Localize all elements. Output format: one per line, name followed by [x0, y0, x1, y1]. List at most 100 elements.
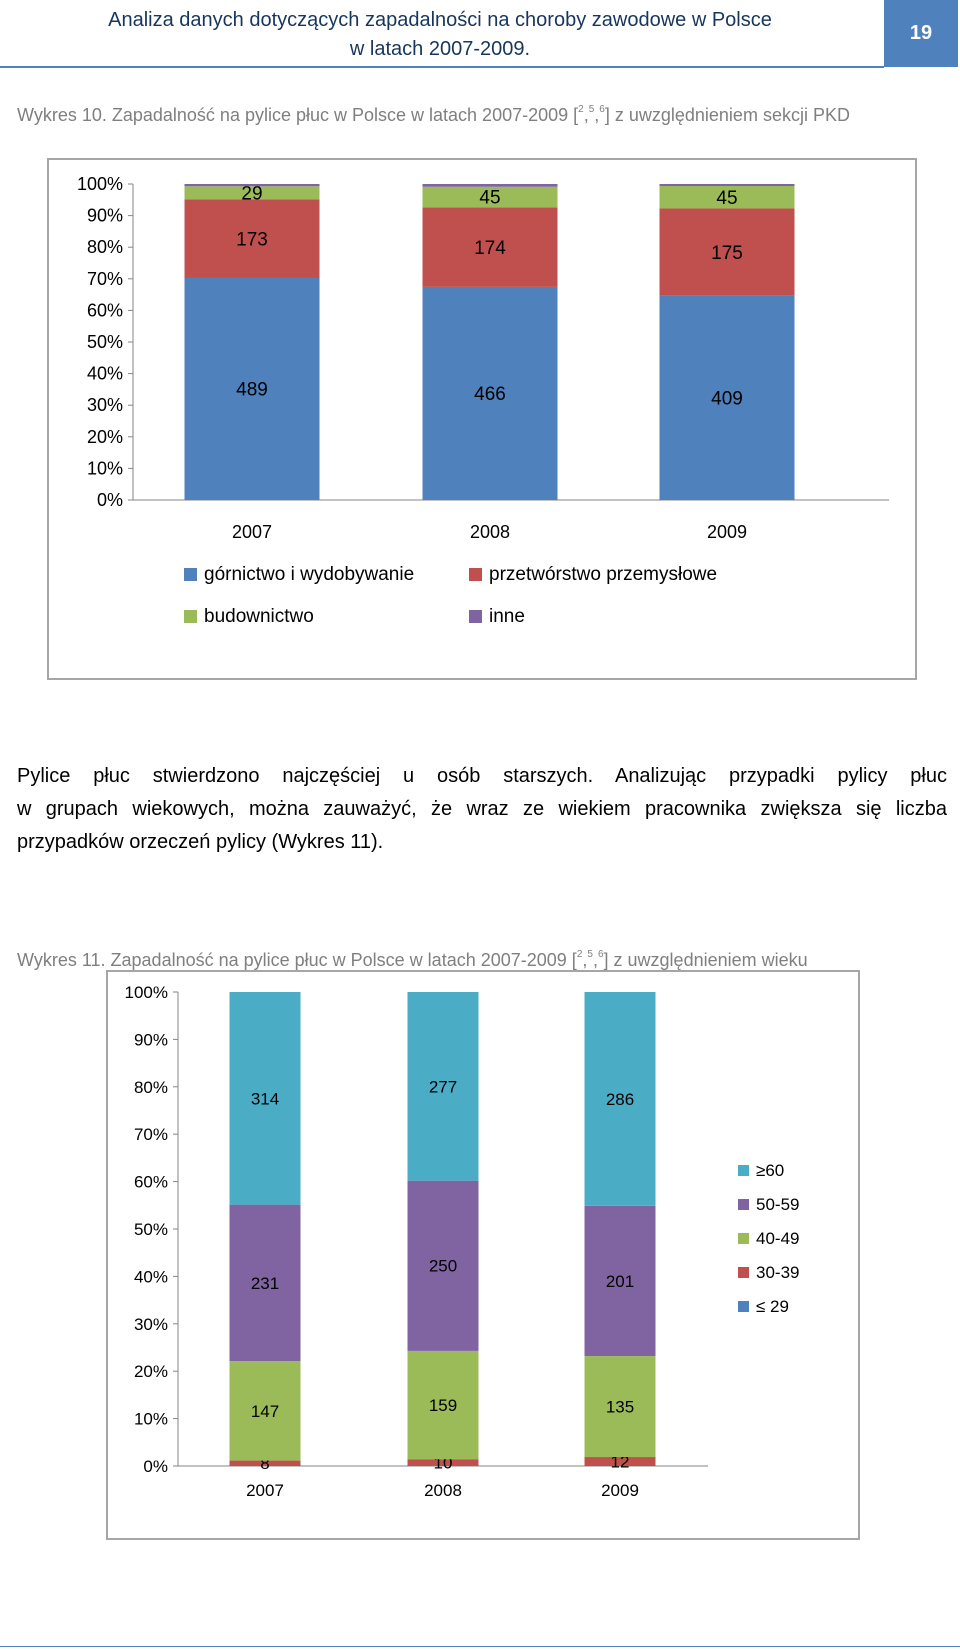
- legend-label: 50-59: [756, 1195, 799, 1214]
- data-label: 159: [429, 1396, 457, 1415]
- caption-ref: 6: [597, 949, 604, 960]
- body-paragraph: Pylice płuc stwierdzono najczęściej u os…: [17, 760, 947, 859]
- bar-segment: [184, 184, 320, 187]
- y-tick-label: 50%: [134, 1220, 168, 1239]
- y-tick-label: 80%: [134, 1078, 168, 1097]
- bar-segment: [659, 184, 795, 186]
- data-label: 45: [479, 188, 500, 209]
- y-tick-label: 20%: [87, 427, 123, 447]
- y-tick-label: 80%: [87, 237, 123, 257]
- y-tick-label: 50%: [87, 332, 123, 352]
- bar-segment: [407, 1180, 479, 1351]
- legend-swatch: [184, 568, 197, 581]
- data-label: 8: [260, 1454, 269, 1473]
- y-tick-label: 60%: [134, 1173, 168, 1192]
- legend-swatch: [184, 610, 197, 623]
- y-tick-label: 90%: [134, 1030, 168, 1049]
- data-label: 173: [236, 229, 268, 250]
- y-tick-label: 100%: [77, 174, 123, 194]
- data-label: 277: [429, 1077, 457, 1096]
- chart-age-svg: 0% 10% 20% 30% 40% 50% 60% 70% 80% 90% 100% 8 147 231…: [125, 983, 800, 1500]
- bar-segment: [584, 1205, 656, 1357]
- bar-segment: [229, 992, 301, 1205]
- bar-segment: [184, 199, 320, 278]
- data-label: 147: [251, 1402, 279, 1421]
- legend-swatch: [738, 1301, 749, 1312]
- legend-swatch: [469, 610, 482, 623]
- legend-swatch: [738, 1199, 749, 1210]
- y-tick-label: 100%: [125, 983, 168, 1002]
- data-label: 286: [606, 1090, 634, 1109]
- caption-suffix: ] z uwzględnieniem sekcji PKD: [604, 105, 850, 125]
- y-tick-label: 10%: [134, 1410, 168, 1429]
- y-tick-label: 40%: [134, 1267, 168, 1286]
- y-tick-label: 90%: [87, 206, 123, 226]
- y-tick-label: 40%: [87, 364, 123, 384]
- x-tick-label: 2008: [424, 1481, 462, 1500]
- y-tick-label: 70%: [87, 269, 123, 289]
- paragraph-line: przypadków orzeczeń pylicy (Wykres 11).: [17, 831, 384, 853]
- y-tick-label: 30%: [87, 395, 123, 415]
- y-tick-label: 10%: [87, 458, 123, 478]
- x-tick-label: 2008: [470, 522, 510, 542]
- caption-ref: 6: [599, 104, 605, 115]
- y-tick-label: 30%: [134, 1315, 168, 1334]
- caption-ref: 2: [578, 104, 584, 115]
- footer-divider: [0, 1646, 960, 1647]
- running-header: Analiza danych dotyczących zapadalności …: [0, 6, 880, 64]
- legend-swatch: [469, 568, 482, 581]
- chart-age-groups: 0% 10% 20% 30% 40% 50% 60% 70% 80% 90% 100% 8 147 231…: [106, 970, 860, 1540]
- bar-segment: [229, 1361, 301, 1461]
- bar-segment: [422, 286, 558, 500]
- bar-segment: [407, 1459, 479, 1466]
- data-label: 45: [716, 188, 737, 209]
- bar-segment: [584, 992, 656, 1206]
- bar-segment: [422, 207, 558, 287]
- bar-segment: [184, 186, 320, 200]
- bar-segment: [659, 208, 795, 296]
- legend-swatch: [738, 1267, 749, 1278]
- y-tick-label: 70%: [134, 1125, 168, 1144]
- bar-segment: [659, 295, 795, 500]
- data-label: 12: [611, 1452, 630, 1471]
- legend-label: przetwórstwo przemysłowe: [489, 564, 717, 585]
- legend-label: ≤ 29: [756, 1297, 789, 1316]
- paragraph-line: Pylice płuc stwierdzono najczęściej u os…: [17, 765, 947, 787]
- page-number-badge: 19: [884, 0, 958, 67]
- legend-label: ≥60: [756, 1161, 784, 1180]
- chart-pkd-svg: 0% 10% 20% 30% 40% 50% 60% 70% 80% 90% 100% 489 173 2…: [77, 174, 889, 627]
- legend-swatch: [738, 1165, 749, 1176]
- caption-text: Wykres 10. Zapadalność na pylice płuc w …: [17, 105, 579, 125]
- legend-label: górnictwo i wydobywanie: [204, 564, 414, 585]
- header-title-line1: Analiza danych dotyczących zapadalności …: [108, 9, 772, 31]
- paragraph-line: w grupach wiekowych, można zauważyć, że …: [17, 798, 947, 820]
- bar-segment: [584, 1356, 656, 1458]
- data-label: 174: [474, 238, 506, 259]
- header-title-line2: w latach 2007-2009.: [349, 38, 531, 60]
- bar-segment: [584, 1457, 656, 1466]
- data-label: 250: [429, 1257, 457, 1276]
- data-label: 29: [241, 184, 262, 205]
- data-label: 231: [251, 1274, 279, 1293]
- y-tick-label: 60%: [87, 300, 123, 320]
- legend-label: 30-39: [756, 1263, 799, 1282]
- bar-segment: [422, 186, 558, 208]
- data-label: 489: [236, 380, 268, 401]
- data-label: 466: [474, 384, 506, 405]
- data-label: 201: [606, 1272, 634, 1291]
- legend-swatch: [738, 1233, 749, 1244]
- data-label: 175: [711, 243, 743, 264]
- bar-segment: [407, 1350, 479, 1460]
- bar-segment: [229, 1204, 301, 1362]
- caption-ref: 2: [576, 949, 583, 960]
- legend-label: budownictwo: [204, 606, 314, 627]
- bar-segment: [422, 184, 558, 187]
- x-tick-label: 2009: [707, 522, 747, 542]
- x-tick-label: 2009: [601, 1481, 639, 1500]
- caption-ref: 5: [587, 949, 593, 960]
- data-label: 409: [711, 389, 743, 410]
- legend-label: 40-49: [756, 1229, 799, 1248]
- chart-pkd-sections: 0% 10% 20% 30% 40% 50% 60% 70% 80% 90% 100% 489 173 2…: [47, 158, 917, 680]
- x-tick-label: 2007: [232, 522, 272, 542]
- bar-segment: [229, 1460, 301, 1466]
